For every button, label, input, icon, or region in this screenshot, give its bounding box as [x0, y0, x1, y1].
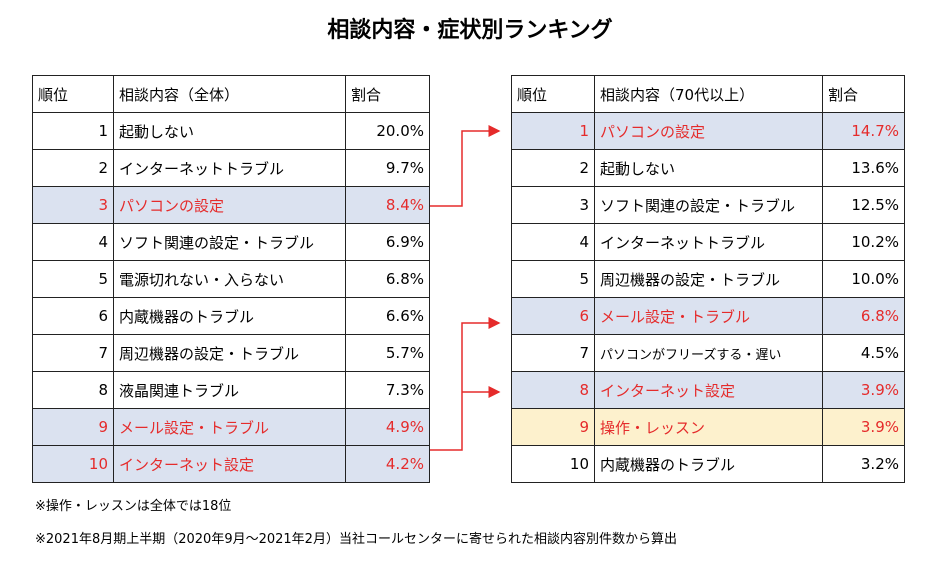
table-row: 10 内蔵機器のトラブル 3.2%	[511, 445, 905, 483]
pct-cell: 6.9%	[345, 223, 430, 261]
table-row: 6 内蔵機器のトラブル 6.6%	[32, 297, 430, 335]
header-rank: 順位	[32, 75, 114, 113]
note-lesson: ※操作・レッスンは全体では18位	[35, 499, 232, 514]
item-cell: 内蔵機器のトラブル	[594, 445, 823, 483]
pct-cell: 6.8%	[822, 297, 905, 335]
item-cell: 液晶関連トラブル	[113, 371, 346, 409]
table-row: 6 メール設定・トラブル 6.8%	[511, 297, 905, 335]
item-cell: パソコンがフリーズする・遅い	[594, 334, 823, 372]
header-pct: 割合	[345, 75, 430, 113]
arrow-mail-internet	[430, 317, 501, 451]
table-row: 5 電源切れない・入らない 6.8%	[32, 260, 430, 298]
item-cell: 周辺機器の設定・トラブル	[113, 334, 346, 372]
item-cell: ソフト関連の設定・トラブル	[113, 223, 346, 261]
rank-cell: 10	[32, 445, 114, 483]
pct-cell: 9.7%	[345, 149, 430, 187]
item-cell: 起動しない	[594, 149, 823, 187]
rank-cell: 2	[32, 149, 114, 187]
rank-cell: 3	[511, 186, 595, 224]
table-row: 10 インターネット設定 4.2%	[32, 445, 430, 483]
table-header: 順位 相談内容（全体） 割合	[32, 75, 430, 113]
rank-cell: 7	[32, 334, 114, 372]
item-cell: インターネットトラブル	[594, 223, 823, 261]
page-title: 相談内容・症状別ランキング	[327, 18, 613, 43]
pct-cell: 5.7%	[345, 334, 430, 372]
rank-cell: 6	[511, 297, 595, 335]
rank-cell: 9	[32, 408, 114, 446]
overall-ranking-table: 順位 相談内容（全体） 割合 1 起動しない 20.0% 2 インターネットトラブル 9.…	[32, 75, 430, 483]
rank-cell: 4	[511, 223, 595, 261]
item-cell: 電源切れない・入らない	[113, 260, 346, 298]
rank-cell: 9	[511, 408, 595, 446]
arrow-pc-settings	[430, 125, 501, 207]
table-row: 1 起動しない 20.0%	[32, 112, 430, 150]
header-pct: 割合	[822, 75, 905, 113]
pct-cell: 8.4%	[345, 186, 430, 224]
pct-cell: 4.9%	[345, 408, 430, 446]
table-row: 1 パソコンの設定 14.7%	[511, 112, 905, 150]
item-cell: パソコンの設定	[594, 112, 823, 150]
table-row: 2 インターネットトラブル 9.7%	[32, 149, 430, 187]
table-row: 3 パソコンの設定 8.4%	[32, 186, 430, 224]
pct-cell: 4.2%	[345, 445, 430, 483]
item-cell: 操作・レッスン	[594, 408, 823, 446]
table-row: 9 メール設定・トラブル 4.9%	[32, 408, 430, 446]
pct-cell: 14.7%	[822, 112, 905, 150]
item-cell: インターネット設定	[113, 445, 346, 483]
pct-cell: 13.6%	[822, 149, 905, 187]
rank-cell: 6	[32, 297, 114, 335]
table-row: 8 インターネット設定 3.9%	[511, 371, 905, 409]
header-item: 相談内容（70代以上）	[594, 75, 823, 113]
rank-cell: 1	[511, 112, 595, 150]
pct-cell: 6.6%	[345, 297, 430, 335]
item-cell: ソフト関連の設定・トラブル	[594, 186, 823, 224]
table-row: 9 操作・レッスン 3.9%	[511, 408, 905, 446]
table-row: 4 ソフト関連の設定・トラブル 6.9%	[32, 223, 430, 261]
table-row: 7 周辺機器の設定・トラブル 5.7%	[32, 334, 430, 372]
rank-cell: 10	[511, 445, 595, 483]
rank-cell: 3	[32, 186, 114, 224]
table-row: 3 ソフト関連の設定・トラブル 12.5%	[511, 186, 905, 224]
rank-cell: 4	[32, 223, 114, 261]
pct-cell: 12.5%	[822, 186, 905, 224]
item-cell: 起動しない	[113, 112, 346, 150]
item-cell: パソコンの設定	[113, 186, 346, 224]
item-cell: 周辺機器の設定・トラブル	[594, 260, 823, 298]
note-source: ※2021年8月期上半期（2020年9月～2021年2月）当社コールセンターに寄…	[35, 532, 677, 547]
pct-cell: 4.5%	[822, 334, 905, 372]
pct-cell: 3.9%	[822, 408, 905, 446]
item-cell: インターネットトラブル	[113, 149, 346, 187]
item-cell: メール設定・トラブル	[113, 408, 346, 446]
item-cell: 内蔵機器のトラブル	[113, 297, 346, 335]
table-row: 8 液晶関連トラブル 7.3%	[32, 371, 430, 409]
table-row: 2 起動しない 13.6%	[511, 149, 905, 187]
header-item: 相談内容（全体）	[113, 75, 346, 113]
item-cell: インターネット設定	[594, 371, 823, 409]
pct-cell: 3.2%	[822, 445, 905, 483]
pct-cell: 10.0%	[822, 260, 905, 298]
seniors-ranking-table: 順位 相談内容（70代以上） 割合 1 パソコンの設定 14.7% 2 起動しない 13.…	[511, 75, 905, 483]
